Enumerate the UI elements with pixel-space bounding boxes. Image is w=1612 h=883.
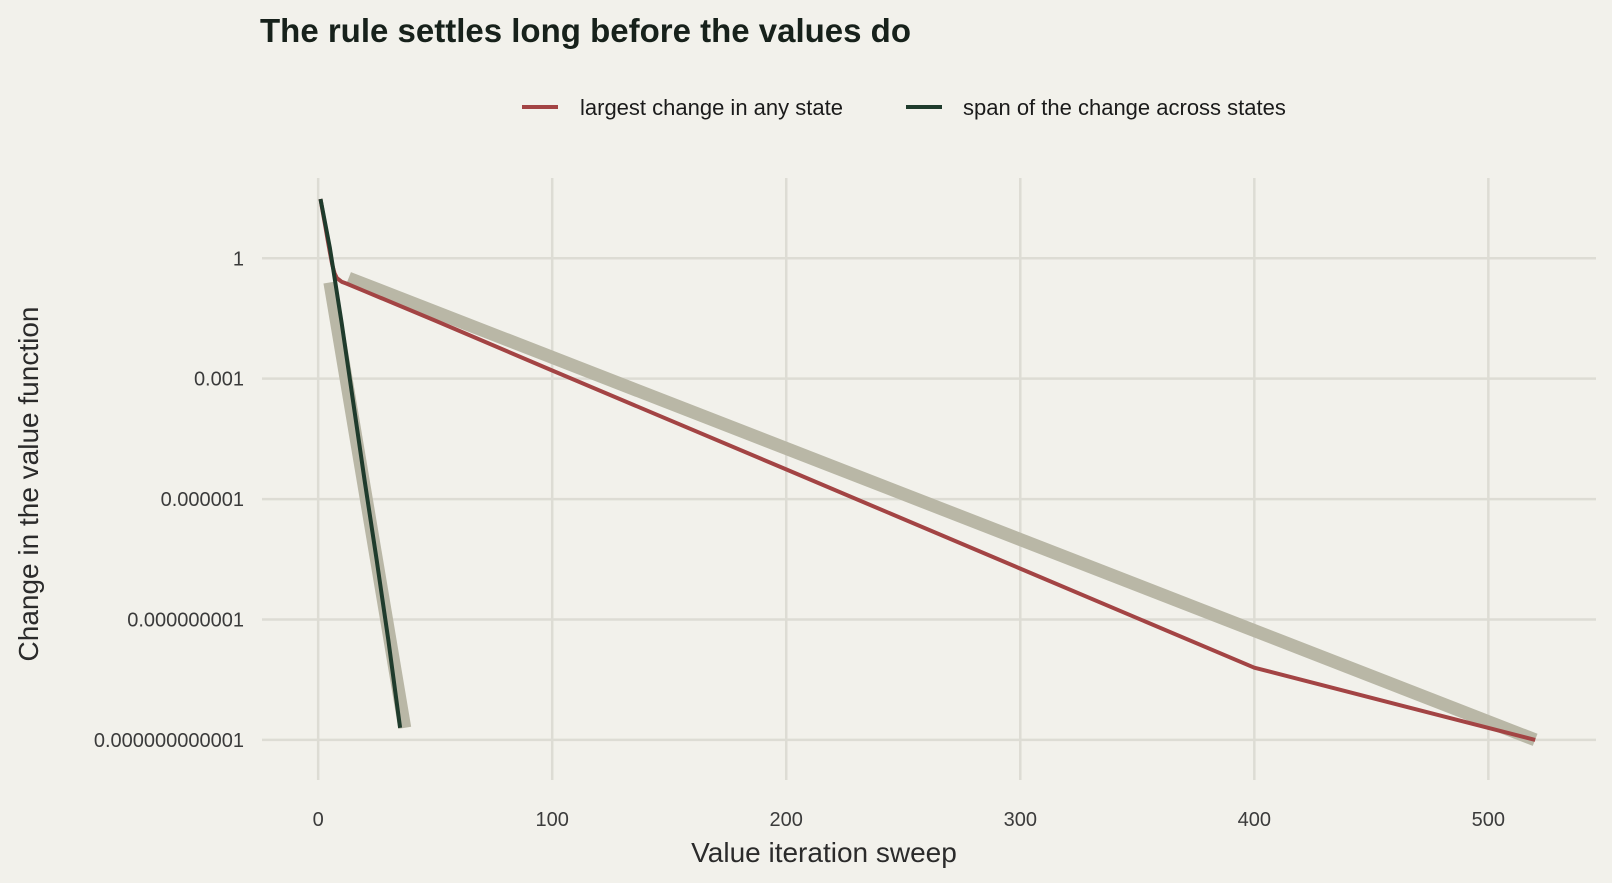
y-tick-label: 0.000001: [161, 489, 244, 511]
y-tick-label: 0.000000001: [127, 609, 244, 631]
gridlines: [262, 178, 1596, 780]
tick-labels: 0 100 200 300 400 500 1 0.001 0.000001 0.00000000…: [94, 248, 1505, 831]
trend-bands: [323, 272, 1538, 746]
legend-label-largest-change: largest change in any state: [580, 95, 843, 120]
y-tick-label: 1: [233, 248, 244, 270]
x-tick-label: 400: [1238, 809, 1271, 831]
legend-label-span: span of the change across states: [963, 95, 1286, 120]
series-line-1: [318, 198, 403, 729]
x-tick-label: 200: [770, 809, 803, 831]
series-line-0: [318, 198, 1536, 742]
x-tick-label: 100: [536, 809, 569, 831]
chart-title: The rule settles long before the values …: [260, 12, 911, 49]
trend-band-0: [346, 272, 1538, 746]
y-axis-label: Change in the value function: [13, 307, 44, 662]
x-tick-label: 0: [313, 809, 324, 831]
series-lines: [318, 198, 1536, 742]
y-tick-label: 0.001: [194, 369, 244, 391]
y-tick-label: 0.000000000001: [94, 730, 244, 752]
legend: largest change in any state span of the …: [522, 95, 1286, 120]
x-axis-label: Value iteration sweep: [691, 837, 957, 868]
x-tick-label: 300: [1004, 809, 1037, 831]
x-tick-label: 500: [1472, 809, 1505, 831]
